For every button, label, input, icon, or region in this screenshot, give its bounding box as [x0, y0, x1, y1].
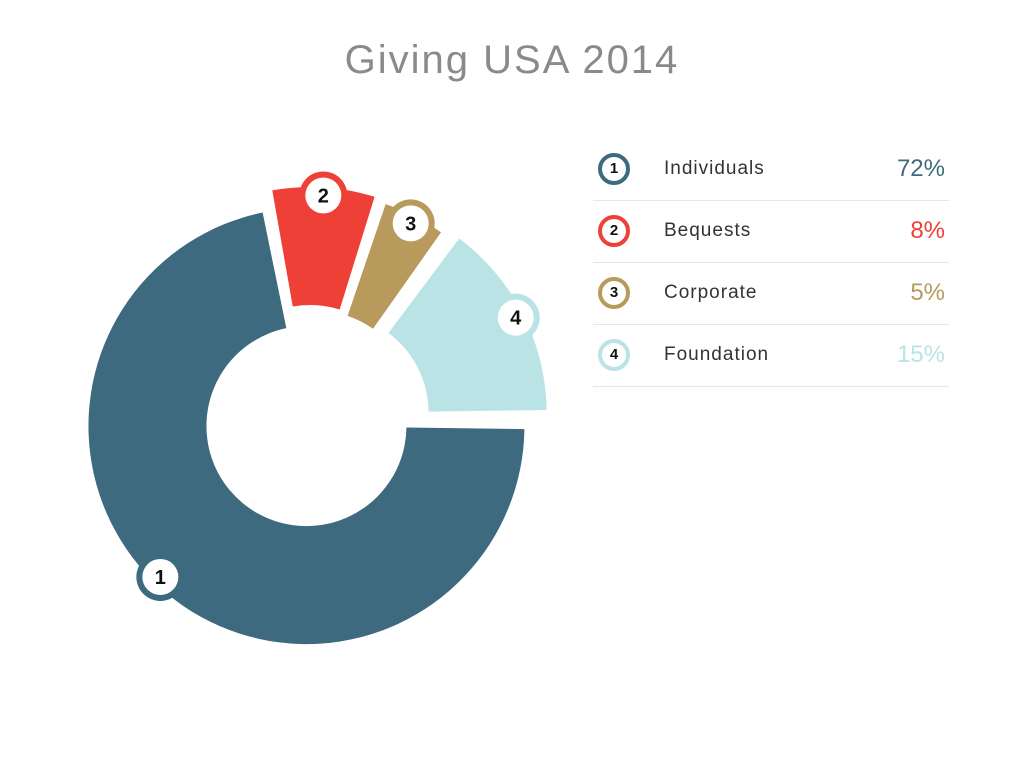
slice-marker-1: 1 [136, 552, 185, 601]
slice-marker-2: 2 [299, 171, 348, 220]
legend-label: Bequests [664, 220, 752, 241]
legend-marker: 4 [598, 339, 630, 371]
legend-value: 15% [896, 341, 945, 368]
chart-title: Giving USA 2014 [344, 38, 680, 82]
donut-slice-foundation [388, 238, 547, 412]
legend: 1 Individuals 72% 2 Bequests 8% 3 Corpor… [593, 139, 949, 387]
legend-item: 3 Corporate 5% [593, 263, 949, 325]
legend-label: Corporate [664, 282, 758, 303]
legend-value: 5% [910, 279, 945, 306]
legend-item: 4 Foundation 15% [593, 325, 949, 387]
legend-marker: 3 [598, 277, 630, 309]
legend-value: 8% [910, 217, 945, 244]
slice-marker-4: 4 [491, 293, 540, 342]
slice-marker-label: 2 [318, 185, 329, 207]
slice-marker-label: 4 [510, 308, 522, 330]
donut-slice-bequests [272, 187, 375, 310]
slice-marker-label: 3 [405, 213, 416, 235]
donut-slice-individuals [88, 212, 525, 645]
legend-item: 2 Bequests 8% [593, 201, 949, 263]
legend-label: Foundation [664, 344, 770, 365]
legend-label: Individuals [664, 158, 765, 179]
slice-marker-3: 3 [386, 199, 435, 248]
legend-marker: 2 [598, 215, 630, 247]
legend-value: 72% [896, 155, 945, 182]
legend-marker: 1 [598, 153, 630, 185]
slice-marker-label: 1 [155, 567, 166, 589]
legend-item: 1 Individuals 72% [593, 139, 949, 201]
